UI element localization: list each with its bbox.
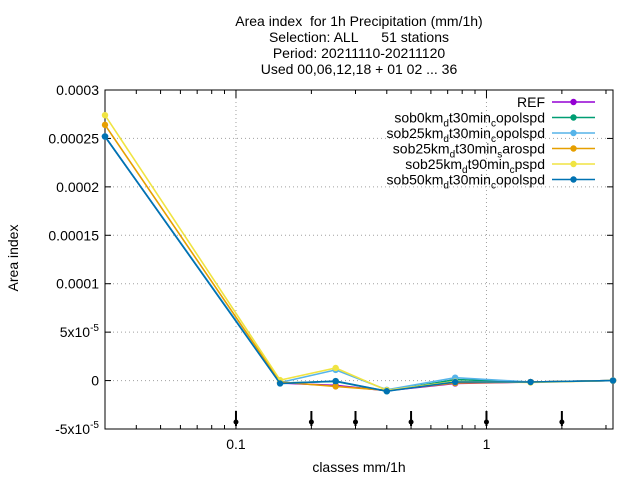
series-6-point bbox=[609, 377, 617, 384]
class-marker-point bbox=[308, 419, 314, 425]
legend-entry-3: sob25kmdt30mincopolspd bbox=[387, 125, 545, 145]
series-6-point bbox=[101, 133, 109, 140]
y-tick-label: 0.00025 bbox=[48, 130, 99, 146]
legend-swatch-point-1 bbox=[570, 98, 577, 106]
class-markers bbox=[233, 411, 565, 426]
class-marker-point bbox=[483, 419, 489, 425]
series-5-point bbox=[101, 111, 109, 119]
class-marker-point bbox=[408, 419, 414, 425]
class-marker-point bbox=[559, 419, 565, 425]
series-6-point bbox=[332, 377, 339, 385]
y-tick-label: 0.00015 bbox=[48, 227, 99, 243]
series-6-point bbox=[383, 388, 390, 395]
class-marker-point bbox=[233, 419, 239, 425]
series-6-point bbox=[451, 378, 459, 386]
chart-title: Area index for 1h Precipitation (mm/1h)S… bbox=[235, 13, 482, 77]
class-marker-point bbox=[352, 419, 358, 425]
series-4-point bbox=[101, 121, 109, 129]
y-tick-label: 0 bbox=[91, 373, 99, 389]
y-tick-label: 0.0001 bbox=[56, 276, 99, 292]
axes: 0.0003 0.00025 0.0002 0.00015 0.0001 5x10-5 0 -… bbox=[48, 82, 614, 452]
legend: REFsob0kmdt30mincopolspdsob25kmdt30minco… bbox=[387, 94, 595, 192]
legend-swatch-point-2 bbox=[570, 114, 577, 121]
legend-entry-2: sob0kmdt30mincopolspd bbox=[394, 110, 545, 130]
series-6-point bbox=[527, 378, 534, 386]
series bbox=[101, 111, 617, 395]
x-tick-label: 1 bbox=[483, 436, 491, 452]
series-5-point bbox=[332, 364, 339, 372]
y-tick-label: 0.0003 bbox=[56, 82, 99, 98]
legend-entry-6: sob50kmdt30mincopolspd bbox=[387, 172, 545, 192]
legend-swatch-point-3 bbox=[570, 129, 577, 137]
y-tick-label: 5x10-5 bbox=[60, 323, 100, 340]
legend-swatch-point-6 bbox=[570, 176, 577, 183]
series-4-point bbox=[332, 383, 339, 390]
legend-entry-1: REF bbox=[517, 94, 545, 110]
title-line-1: Area index for 1h Precipitation (mm/1h) bbox=[235, 13, 482, 29]
legend-swatch-point-5 bbox=[570, 160, 577, 168]
legend-entry-4: sob25kmdt30minsarospd bbox=[393, 141, 545, 161]
legend-entry-5: sob25kmdt90mincpspd bbox=[405, 156, 545, 176]
y-tick-label: -5x10-5 bbox=[55, 420, 99, 437]
title-line-2: Selection: ALL 51 stations bbox=[269, 29, 449, 45]
plot-frame bbox=[104, 89, 614, 430]
x-axis-label: classes mm/1h bbox=[312, 459, 405, 475]
series-6-point bbox=[276, 380, 284, 387]
title-line-3: Period: 20211110-20211120 bbox=[273, 45, 446, 61]
y-axis-label: Area index bbox=[5, 225, 21, 292]
y-tick-label: 0.0002 bbox=[56, 179, 99, 195]
x-tick-label: 0.1 bbox=[226, 436, 246, 452]
legend-swatch-point-4 bbox=[570, 145, 577, 152]
title-line-4: Used 00,06,12,18 + 01 02 ... 36 bbox=[261, 61, 458, 77]
